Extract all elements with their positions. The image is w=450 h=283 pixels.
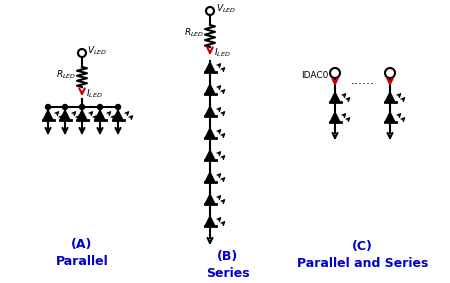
Text: ......: ...... (351, 74, 374, 87)
Circle shape (98, 104, 103, 110)
Polygon shape (386, 113, 395, 122)
Polygon shape (206, 63, 215, 72)
Circle shape (45, 104, 50, 110)
Polygon shape (95, 111, 104, 120)
Polygon shape (386, 93, 395, 102)
Polygon shape (44, 111, 53, 120)
Polygon shape (206, 107, 215, 116)
Polygon shape (77, 111, 86, 120)
Circle shape (116, 104, 121, 110)
Polygon shape (206, 195, 215, 204)
Polygon shape (206, 85, 215, 94)
Text: (B)
Series: (B) Series (206, 250, 250, 280)
Circle shape (385, 68, 395, 78)
Circle shape (330, 68, 340, 78)
Text: $R_{LED}$: $R_{LED}$ (184, 27, 204, 39)
Text: $I_{LED}$: $I_{LED}$ (86, 88, 103, 100)
Text: IDAC0: IDAC0 (301, 70, 328, 80)
Polygon shape (330, 113, 339, 122)
Polygon shape (206, 217, 215, 226)
Text: $I_{LED}$: $I_{LED}$ (214, 47, 231, 59)
Circle shape (80, 104, 85, 110)
Circle shape (63, 104, 68, 110)
Circle shape (78, 49, 86, 57)
Text: $V_{LED}$: $V_{LED}$ (216, 3, 236, 15)
Circle shape (206, 7, 214, 15)
Polygon shape (206, 173, 215, 182)
Text: (C)
Parallel and Series: (C) Parallel and Series (297, 240, 428, 270)
Polygon shape (206, 151, 215, 160)
Polygon shape (330, 93, 339, 102)
Polygon shape (113, 111, 122, 120)
Polygon shape (60, 111, 69, 120)
Text: $V_{LED}$: $V_{LED}$ (87, 45, 107, 57)
Text: (A)
Parallel: (A) Parallel (56, 238, 108, 268)
Polygon shape (206, 129, 215, 138)
Text: $R_{LED}$: $R_{LED}$ (56, 69, 76, 81)
